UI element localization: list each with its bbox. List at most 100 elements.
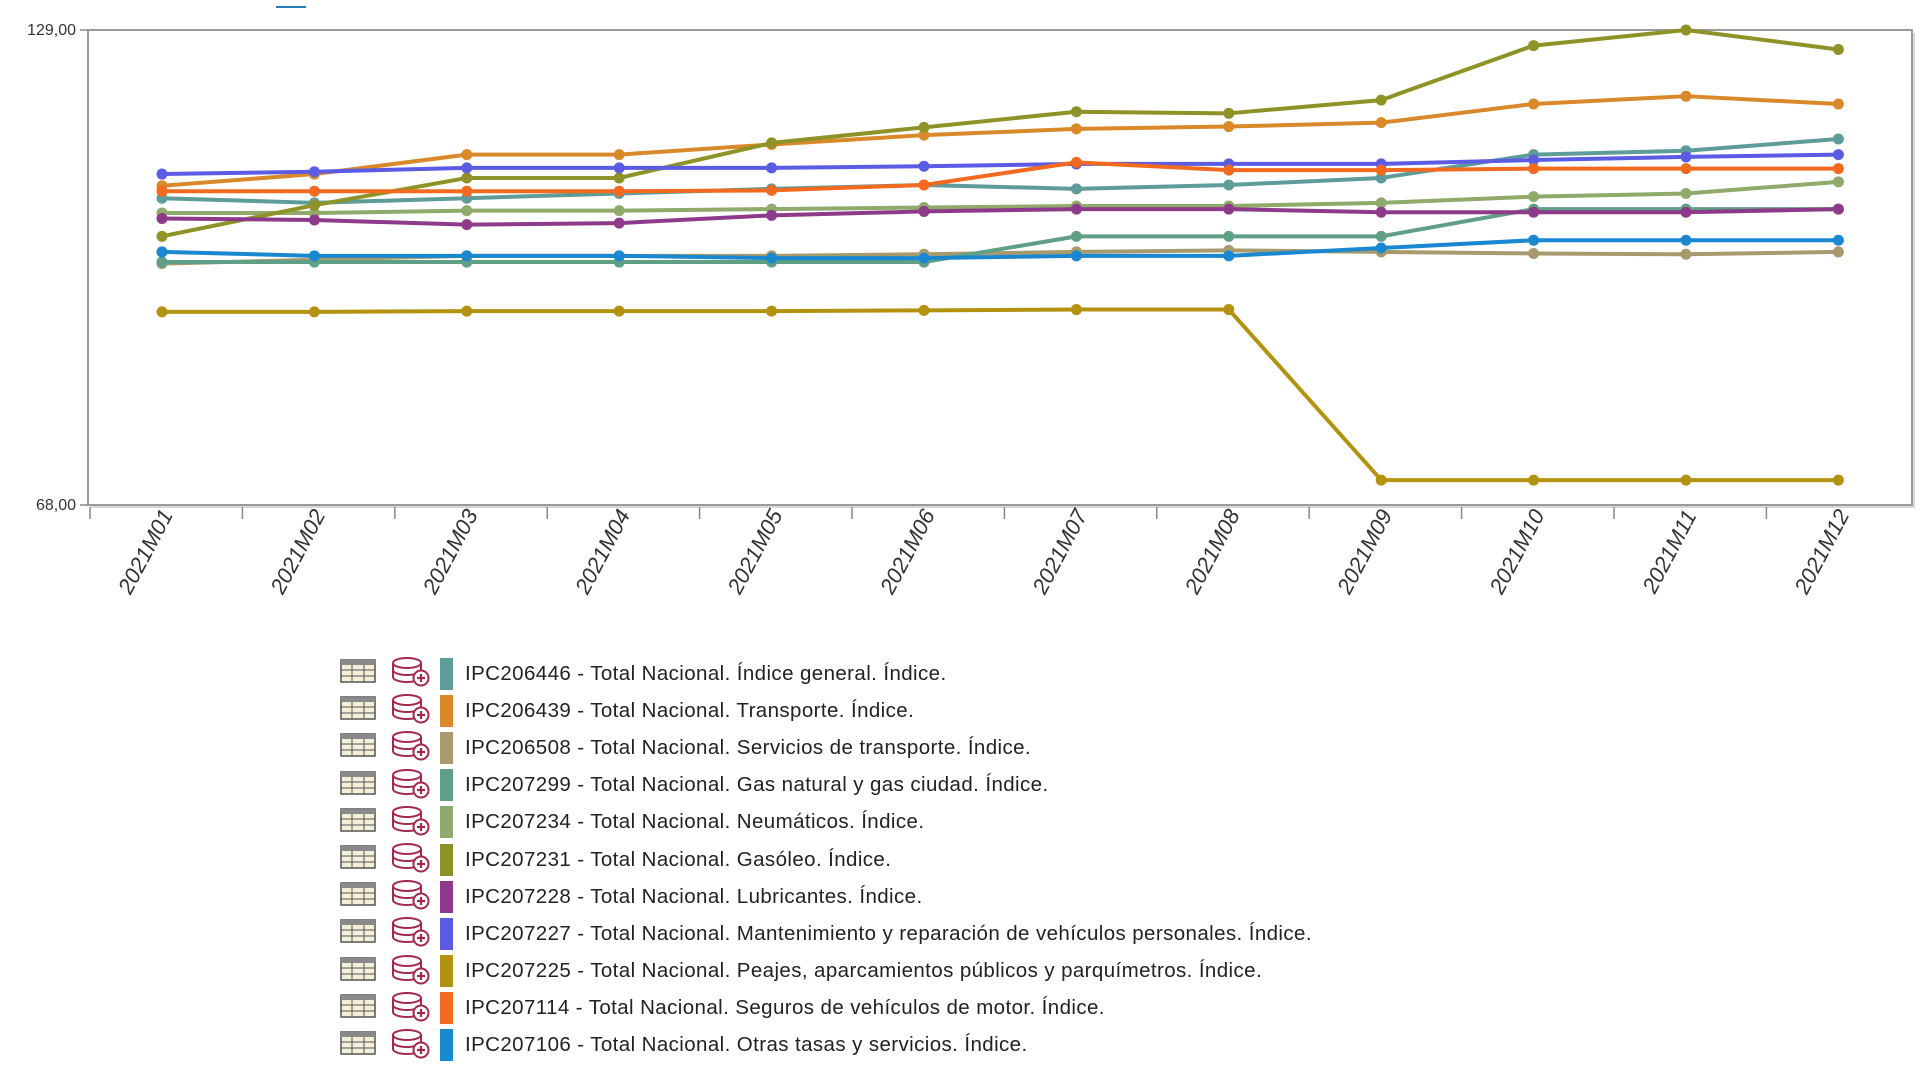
data-point [461,149,473,161]
chart-series [156,24,1844,486]
add-database-icon[interactable] [390,692,440,729]
table-icon[interactable] [340,882,390,911]
data-point [461,205,473,217]
data-point [1680,90,1692,102]
data-point [1375,172,1387,184]
data-point [1680,24,1692,36]
table-icon[interactable] [340,956,390,986]
series-line [160,307,1841,483]
add-database-icon[interactable] [390,655,440,692]
table-icon[interactable] [340,845,390,874]
data-point [1223,164,1235,176]
table-icon[interactable] [340,919,390,948]
legend-swatch [440,1029,453,1062]
data-point [1832,203,1844,215]
legend-swatch [440,992,453,1025]
table-icon[interactable] [340,770,390,800]
data-point [1832,98,1844,110]
data-point [1832,133,1844,145]
add-database-icon[interactable] [390,915,440,952]
legend-label: IPC206439 - Total Nacional. Transporte. … [465,698,915,722]
data-point [1528,163,1540,175]
series-line [160,179,1841,215]
data-point [461,162,473,174]
data-point [1070,203,1082,215]
legend-item: IPC207106 - Total Nacional. Otras tasas … [340,1027,1640,1064]
add-database-icon[interactable] [390,953,440,990]
add-database-icon[interactable] [390,841,440,878]
add-database-icon[interactable] [390,804,440,841]
data-point [1528,206,1540,218]
table-icon[interactable] [340,994,390,1023]
series-IPC207231 [156,24,1844,242]
data-point [1375,206,1387,218]
data-point [766,209,778,221]
y-tick-label: 129,00 [27,22,76,39]
data-point [1680,151,1692,163]
legend-swatch [440,880,453,913]
legend-label: IPC207228 - Total Nacional. Lubricantes.… [465,884,923,908]
legend-label: IPC207299 - Total Nacional. Gas natural … [465,773,1049,797]
data-point [1832,474,1844,486]
data-point [1528,234,1540,246]
add-database-icon[interactable] [390,729,440,766]
table-icon[interactable] [340,733,390,762]
data-point [1070,123,1082,135]
data-point [1832,163,1844,175]
legend-label: IPC207225 - Total Nacional. Peajes, apar… [465,959,1263,983]
data-point [1070,230,1082,242]
data-point [766,137,778,149]
data-point [613,250,625,262]
table-icon[interactable] [340,1031,390,1060]
legend-swatch [440,843,453,876]
data-point [1223,107,1235,119]
data-point [1680,248,1692,260]
x-tick-label: 2021M08 [1179,504,1245,598]
legend-item: IPC207225 - Total Nacional. Peajes, apar… [340,953,1640,990]
series-line [160,94,1841,188]
data-point [1070,304,1082,316]
x-tick-label: 2021M04 [570,505,636,599]
x-tick-label: 2021M10 [1484,504,1550,598]
data-point [1223,230,1235,242]
legend-label: IPC207231 - Total Nacional. Gasóleo. Índ… [465,847,892,871]
legend-swatch [440,731,453,764]
data-point [1680,206,1692,218]
chart-axes: 129,00 68,00 [27,22,1915,519]
data-point [613,205,625,217]
series-line [160,207,1841,265]
table-icon[interactable] [340,696,390,725]
data-point [613,217,625,229]
table-icon[interactable] [340,808,390,837]
add-database-icon[interactable] [390,878,440,915]
data-point [918,205,930,217]
data-point [1680,234,1692,246]
data-point [156,246,168,258]
data-point [918,179,930,191]
data-point [918,121,930,133]
x-tick-label: 2021M12 [1789,505,1855,599]
add-database-icon[interactable] [390,1027,440,1064]
data-point [156,230,168,242]
add-database-icon[interactable] [390,767,440,804]
legend-label: IPC207106 - Total Nacional. Otras tasas … [465,1033,1028,1057]
legend-label: IPC206446 - Total Nacional. Índice gener… [465,661,947,685]
line-chart: 129,00 68,00 2021M01 2021M02 2021M03 2021M04… [27,22,1915,599]
series-line [160,152,1841,177]
data-point [613,185,625,197]
x-tick-label: 2021M03 [417,504,483,598]
data-point [1375,94,1387,106]
data-point [613,172,625,184]
data-point [766,252,778,264]
add-database-icon[interactable] [390,990,440,1027]
data-point [613,305,625,317]
x-tick-label: 2021M07 [1027,504,1093,598]
data-point [1832,234,1844,246]
table-icon[interactable] [340,659,390,688]
data-point [156,185,168,197]
data-point [1375,117,1387,129]
x-tick-label: 2021M09 [1332,505,1398,599]
legend-item: IPC206508 - Total Nacional. Servicios de… [340,729,1640,766]
legend-item: IPC206446 - Total Nacional. Índice gener… [340,655,1640,692]
data-point [766,162,778,174]
